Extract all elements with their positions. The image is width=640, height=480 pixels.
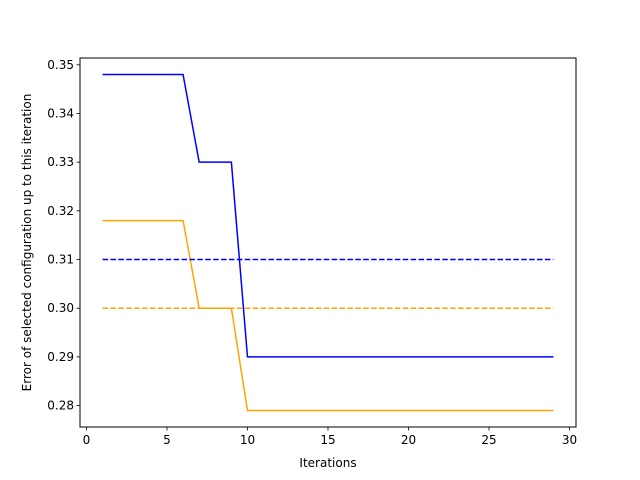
- series-line-0: [102, 73, 554, 358]
- x-tick-label: 25: [481, 433, 496, 447]
- x-tick-label: 15: [320, 433, 335, 447]
- x-tick-label: 5: [163, 433, 171, 447]
- y-tick-label: 0.35: [47, 58, 74, 72]
- y-tick-label: 0.28: [47, 399, 74, 413]
- x-axis-label: Iterations: [299, 456, 356, 470]
- x-tick-label: 10: [240, 433, 255, 447]
- x-tick-label: 0: [83, 433, 91, 447]
- y-tick-label: 0.29: [47, 350, 74, 364]
- x-axis: 0 5 10 15 20 25 30: [83, 427, 577, 447]
- plot-area: [80, 58, 576, 427]
- y-tick-label: 0.34: [47, 106, 74, 120]
- y-tick-label: 0.30: [47, 301, 74, 315]
- y-tick-label: 0.32: [47, 204, 74, 218]
- y-tick-label: 0.31: [47, 253, 74, 267]
- series-layer: [102, 73, 554, 412]
- y-tick-label: 0.33: [47, 155, 74, 169]
- x-tick-label: 20: [401, 433, 416, 447]
- y-axis-label: Error of selected configuration up to th…: [20, 94, 34, 392]
- x-tick-label: 30: [562, 433, 577, 447]
- y-axis: 0.28 0.29 0.30 0.31 0.32 0.33 0.34 0.35: [47, 58, 80, 413]
